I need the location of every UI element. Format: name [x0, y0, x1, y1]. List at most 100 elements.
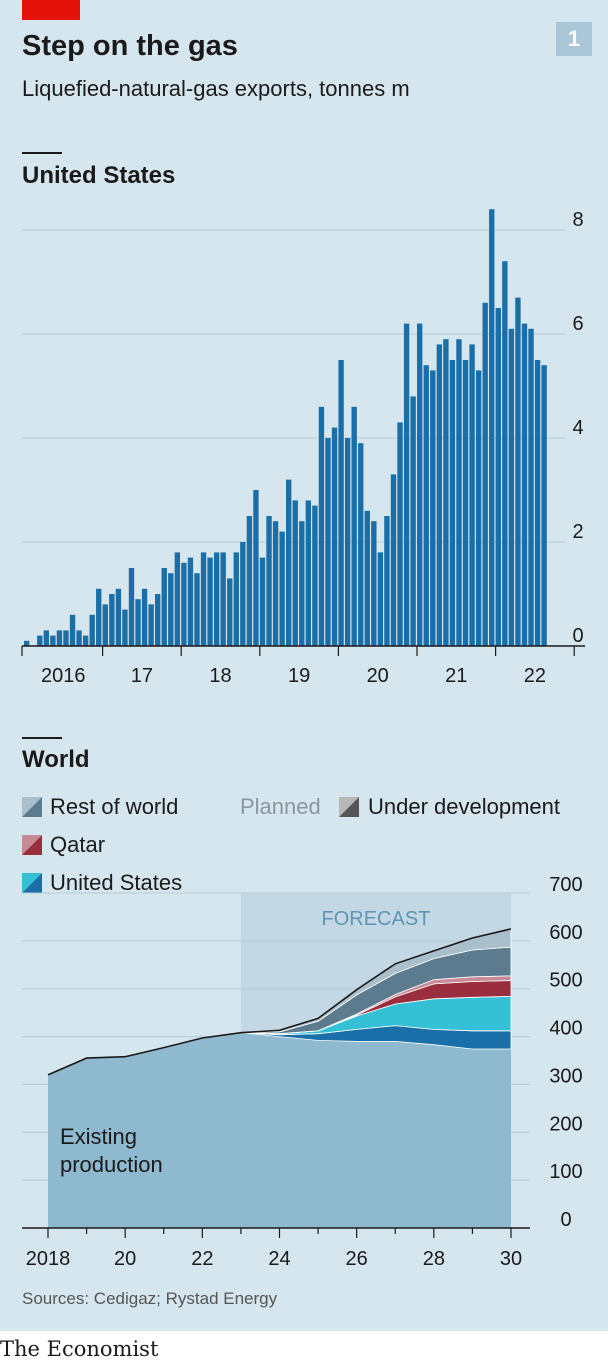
us-bar	[456, 339, 462, 646]
us-bar	[194, 573, 200, 646]
us-bar	[148, 604, 154, 646]
us-section-title: United States	[22, 162, 176, 189]
us-bar	[423, 365, 429, 646]
legend-label-planned: Planned	[240, 794, 321, 819]
us-bar	[24, 640, 30, 646]
us-bar	[495, 308, 501, 646]
us-bar	[200, 552, 207, 646]
us-bar	[266, 516, 272, 646]
us-y-tick-label: 6	[572, 313, 583, 335]
us-bar	[227, 578, 233, 646]
us-x-tick-label: 21	[445, 665, 467, 687]
us-bar	[82, 635, 89, 646]
us-x-tick-label: 18	[209, 665, 231, 687]
world-y-tick-label: 700	[549, 874, 582, 896]
us-bar	[135, 599, 141, 646]
forecast-label: FORECAST	[322, 908, 431, 930]
us-bar	[141, 588, 148, 646]
us-y-tick-label: 2	[572, 521, 583, 543]
world-y-tick-label: 400	[549, 1018, 582, 1040]
us-x-tick-label: 17	[131, 665, 153, 687]
us-bar	[109, 594, 115, 646]
world-y-tick-label: 100	[549, 1161, 582, 1183]
us-x-tick-label: 19	[288, 665, 310, 687]
legend-label-united-states: United States	[50, 870, 183, 895]
us-x-tick-label: 22	[524, 665, 546, 687]
world-x-tick-label: 26	[346, 1248, 368, 1270]
us-bar	[299, 521, 305, 646]
us-bar	[63, 630, 69, 646]
us-bar	[358, 443, 364, 646]
us-bar	[240, 542, 246, 646]
us-bar	[292, 500, 298, 646]
us-bar	[436, 344, 443, 646]
us-bar	[417, 323, 423, 646]
us-bar	[187, 557, 194, 646]
us-y-tick-label: 8	[572, 209, 583, 231]
area-existing-production	[48, 1032, 511, 1228]
legend-label-qatar: Qatar	[50, 832, 106, 857]
legend-swatch-planned-vs-development	[339, 797, 359, 817]
us-bar	[377, 552, 384, 646]
us-bar	[489, 209, 495, 646]
us-bar	[207, 557, 213, 646]
world-y-tick-label: 300	[549, 1065, 582, 1087]
footer-band	[0, 1331, 608, 1365]
us-bar	[541, 365, 547, 646]
world-section-rule	[22, 737, 62, 739]
publisher-logo: The Economist	[0, 1337, 159, 1361]
us-bar	[69, 614, 76, 646]
us-bar	[174, 552, 181, 646]
us-bar	[168, 573, 174, 646]
legend-swatch-rest-of-world	[22, 797, 42, 817]
brand-accent-tag	[22, 0, 80, 20]
us-bar	[272, 521, 279, 646]
us-bar	[515, 297, 521, 646]
us-bar	[115, 588, 122, 646]
us-bar	[403, 323, 410, 646]
us-bar	[344, 438, 351, 646]
legend-label-under-development: Under development	[368, 794, 561, 819]
us-bar	[37, 635, 43, 646]
us-bar	[410, 396, 416, 646]
us-bar	[161, 568, 167, 646]
us-bar	[430, 370, 436, 646]
us-bar	[384, 516, 390, 646]
us-bar	[246, 516, 253, 646]
world-area-chart: FORECAST 700 600 500 400 300 200 100 0 Existing pr…	[22, 874, 583, 1270]
us-bar	[56, 630, 63, 646]
us-bar	[181, 562, 187, 646]
legend-swatch-qatar	[22, 835, 42, 855]
us-bar	[233, 552, 239, 646]
us-bar	[521, 323, 528, 646]
world-y-tick-label: 0	[560, 1209, 571, 1231]
us-bar	[338, 360, 344, 646]
us-bar	[279, 531, 285, 646]
world-x-tick-label: 28	[423, 1248, 445, 1270]
legend-swatch-united-states	[22, 873, 42, 893]
us-bar	[371, 521, 377, 646]
existing-production-label: production	[60, 1152, 163, 1177]
us-bar	[155, 594, 161, 646]
us-bar	[351, 406, 357, 646]
us-bar	[96, 588, 102, 646]
us-x-tick-label: 2016	[41, 665, 86, 687]
us-bar	[89, 614, 95, 646]
us-bar	[534, 360, 541, 646]
us-bar	[469, 344, 475, 646]
us-bar	[305, 500, 312, 646]
us-bar	[286, 479, 292, 646]
existing-production-label: Existing	[60, 1124, 137, 1149]
world-y-tick-label: 600	[549, 922, 582, 944]
chart-number-badge: 1	[556, 22, 592, 56]
chart-subtitle: Liquefied-natural-gas exports, tonnes m	[22, 76, 410, 101]
us-bar	[397, 422, 403, 646]
us-bar	[443, 339, 449, 646]
us-bar	[482, 302, 488, 646]
us-bar	[76, 630, 82, 646]
world-total-line	[47, 928, 512, 1076]
us-bar	[331, 427, 338, 646]
us-y-tick-label: 4	[572, 417, 583, 439]
world-x-tick-label: 22	[191, 1248, 213, 1270]
